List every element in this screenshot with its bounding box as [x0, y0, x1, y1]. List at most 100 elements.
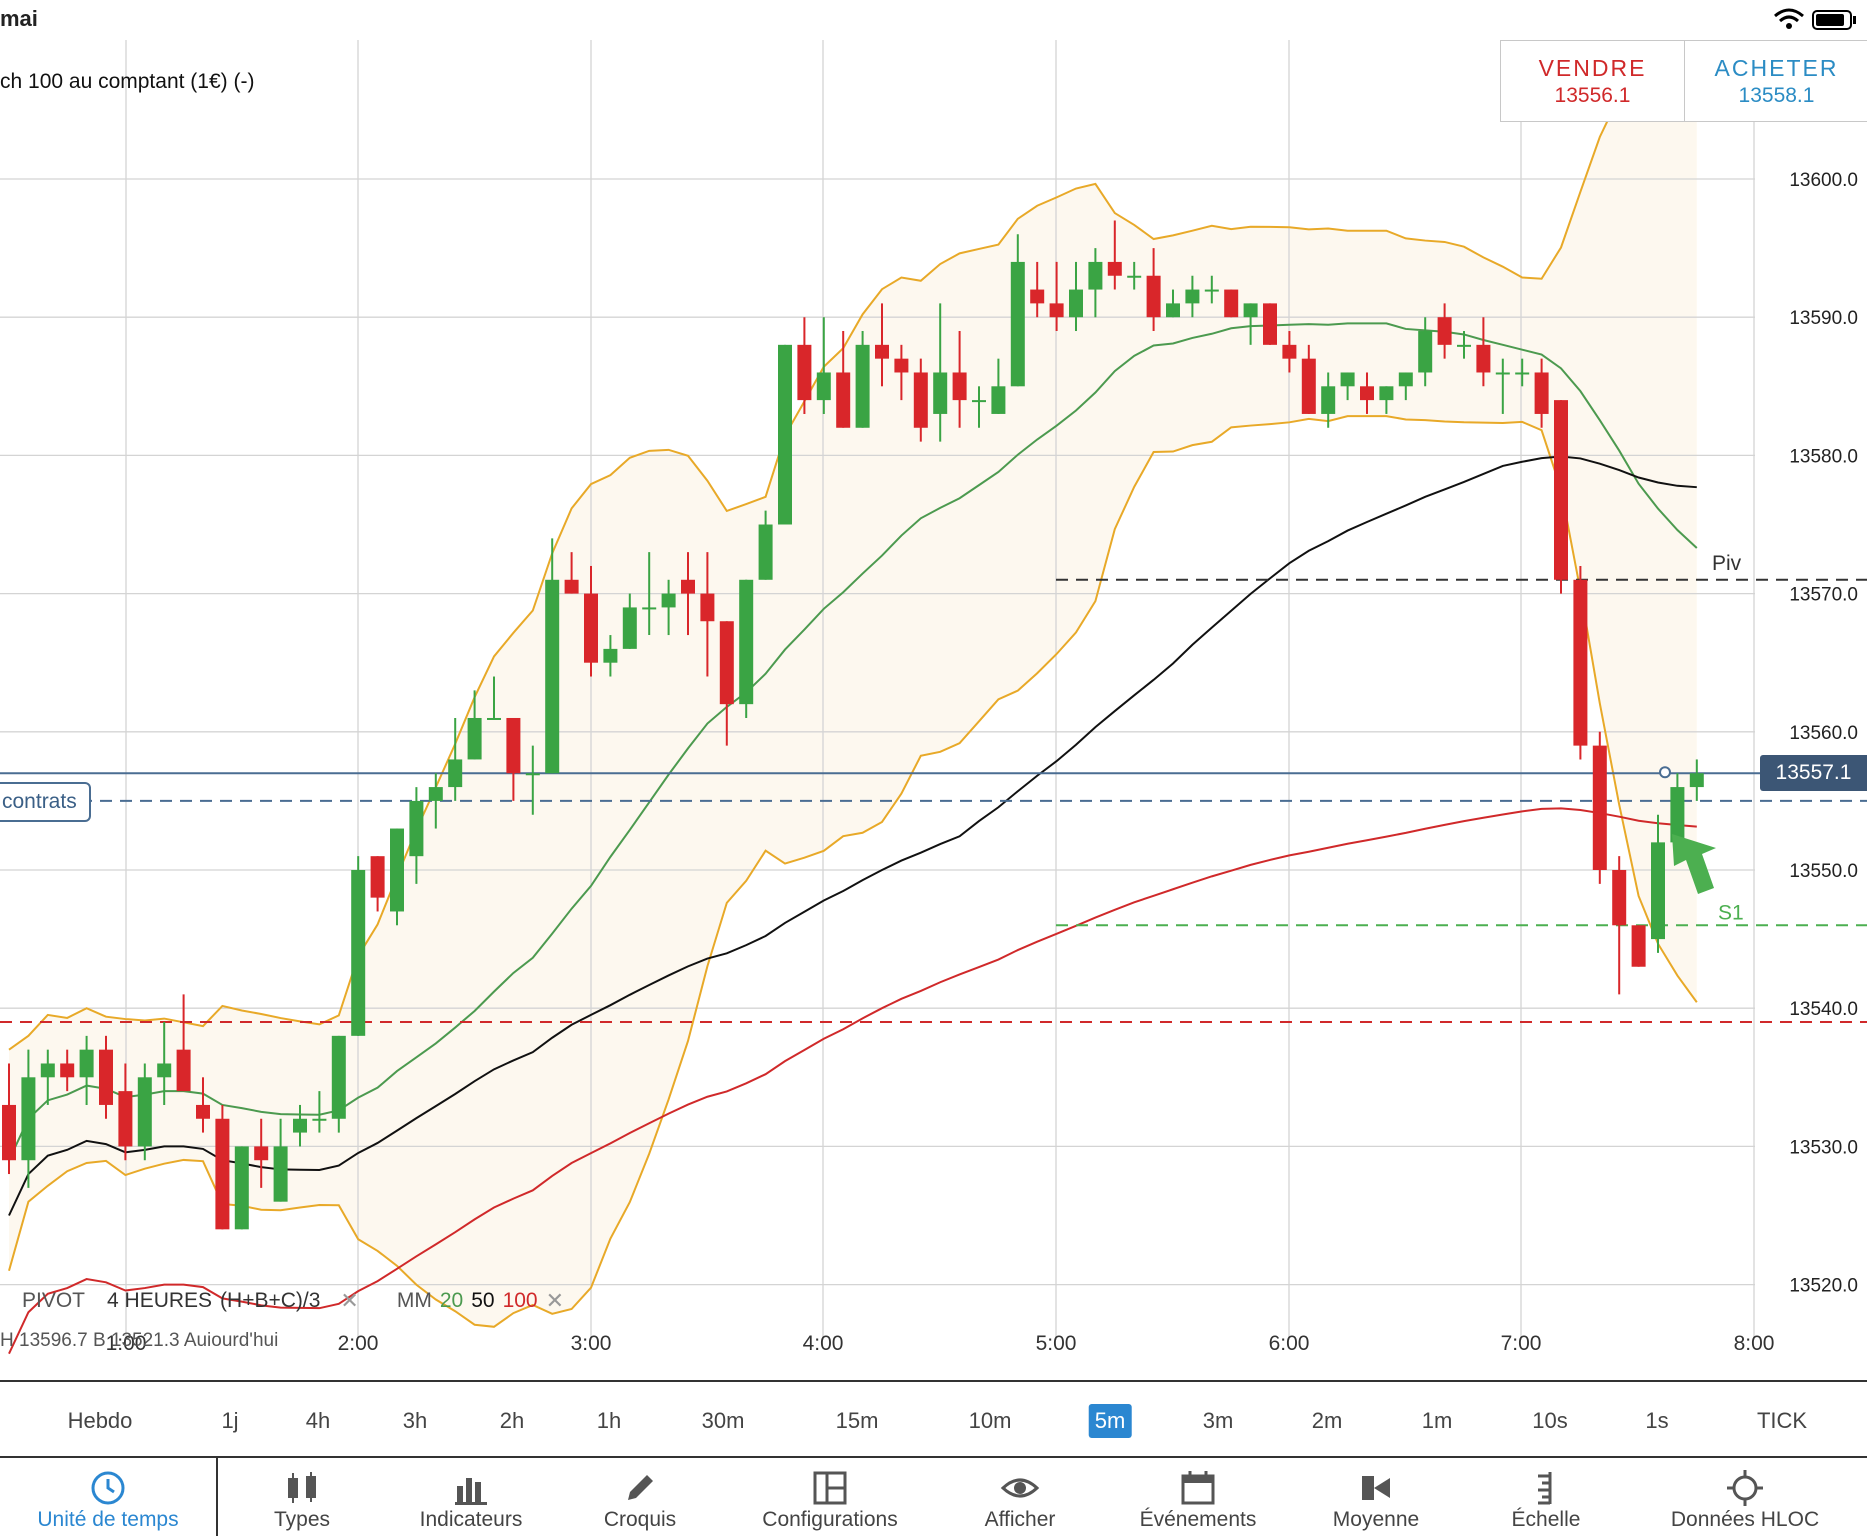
- candle-body: [21, 1077, 36, 1161]
- tool-unité-de-temps[interactable]: Unité de temps: [28, 1458, 188, 1538]
- bollinger-lower: [8, 415, 1698, 1328]
- timeframe-3h[interactable]: 3h: [402, 1408, 428, 1433]
- candle-body: [273, 1146, 288, 1202]
- timeframe-2h[interactable]: 2h: [499, 1408, 525, 1433]
- candle-body: [1554, 400, 1568, 580]
- time-tick-label: 2:00: [338, 1332, 379, 1355]
- price-tick-label: 13590.0: [1789, 308, 1858, 329]
- eye-icon: [1000, 1468, 1040, 1508]
- remove-pivot-icon[interactable]: ✕: [340, 1288, 359, 1313]
- buy-price: 13558.1: [1738, 83, 1815, 107]
- candle-body: [118, 1091, 133, 1147]
- candle-body: [1689, 773, 1704, 788]
- candle-body: [991, 386, 1006, 414]
- price-chart[interactable]: Piv S1 13600.0 13590.0 13580.0 13570.0 13560.0…: [0, 40, 1867, 1380]
- candle-body: [661, 593, 676, 608]
- candle-body: [1631, 925, 1646, 967]
- candle-body: [176, 1049, 191, 1092]
- timeframe-4h[interactable]: 4h: [305, 1408, 331, 1433]
- tool-croquis[interactable]: Croquis: [560, 1458, 720, 1538]
- candle-body: [564, 579, 579, 594]
- remove-mm-icon[interactable]: ✕: [545, 1288, 565, 1313]
- timeframe-3m[interactable]: 3m: [1202, 1408, 1234, 1433]
- candle-body: [1379, 386, 1394, 401]
- timeframe-30m[interactable]: 30m: [701, 1408, 745, 1433]
- timeframe-1j[interactable]: 1j: [221, 1408, 239, 1433]
- tool-label: Indicateurs: [419, 1508, 523, 1531]
- timeframe-1m[interactable]: 1m: [1421, 1408, 1453, 1433]
- timeframe-15m[interactable]: 15m: [835, 1408, 879, 1433]
- candle-body: [409, 800, 424, 857]
- legend-mm50: 50: [471, 1289, 495, 1312]
- timeframe-10m[interactable]: 10m: [968, 1408, 1012, 1433]
- candle-body: [312, 1118, 327, 1121]
- buy-label: ACHETER: [1714, 54, 1839, 81]
- sell-price: 13556.1: [1554, 83, 1631, 107]
- tool-label: Événements: [1139, 1508, 1257, 1531]
- candle-body: [894, 358, 909, 373]
- trade-box: VENDRE 13556.1 ACHETER 13558.1: [1500, 40, 1867, 122]
- candle-body: [331, 1035, 346, 1119]
- candle-body: [1340, 372, 1355, 387]
- tool-label: Configurations: [762, 1508, 898, 1531]
- position-tag[interactable]: contrats: [0, 782, 91, 822]
- candles-icon: [282, 1468, 322, 1508]
- candle-body: [875, 344, 889, 359]
- ma-100-line: [8, 807, 1697, 1355]
- tool-échelle[interactable]: Échelle: [1466, 1458, 1626, 1538]
- timeframe-bar: Hebdo 1j 4h 3h 2h 1h 30m 15m 10m 5m 3m 2m 1m 10s 1s TIC…: [0, 1380, 1867, 1458]
- sell-button[interactable]: VENDRE 13556.1: [1501, 41, 1684, 121]
- tool-configurations[interactable]: Configurations: [750, 1458, 910, 1538]
- candle-body: [1069, 289, 1083, 318]
- timeframe-10s[interactable]: 10s: [1532, 1408, 1568, 1433]
- clock-icon: [88, 1468, 128, 1508]
- average-icon: [1356, 1468, 1396, 1508]
- price-tick-label: 13560.0: [1789, 723, 1858, 744]
- candle-body: [1534, 372, 1549, 414]
- bollinger-fill: [9, 71, 1697, 1327]
- pencil-icon: [620, 1468, 660, 1508]
- price-tick-label: 13540.0: [1789, 999, 1858, 1020]
- timeframe-5m[interactable]: 5m: [1088, 1404, 1132, 1438]
- tool-types[interactable]: Types: [222, 1458, 382, 1538]
- ma-50-line: [8, 455, 1697, 1216]
- tool-événements[interactable]: Événements: [1118, 1458, 1278, 1538]
- tool-label: Moyenne: [1332, 1508, 1420, 1531]
- tool-afficher[interactable]: Afficher: [940, 1458, 1100, 1538]
- candle-body: [1398, 372, 1413, 387]
- timeframe-hebdo[interactable]: Hebdo: [67, 1408, 133, 1433]
- tool-données-hloc[interactable]: Données HLOC: [1665, 1458, 1825, 1538]
- candle-body: [1263, 303, 1277, 345]
- tool-label: Unité de temps: [37, 1508, 179, 1531]
- candle-body: [99, 1049, 113, 1105]
- timeframe-1s[interactable]: 1s: [1645, 1408, 1669, 1433]
- candle-body: [1127, 275, 1142, 278]
- timeframe-2m[interactable]: 2m: [1311, 1408, 1343, 1433]
- candle-body: [2, 1104, 16, 1161]
- tool-indicateurs[interactable]: Indicateurs: [391, 1458, 551, 1538]
- price-tick-label: 13580.0: [1789, 446, 1858, 467]
- candle-body: [1360, 386, 1374, 401]
- candle-body: [1030, 289, 1045, 304]
- candle-body: [1476, 344, 1491, 373]
- buy-button[interactable]: ACHETER 13558.1: [1684, 41, 1867, 121]
- candle-body: [1457, 344, 1471, 347]
- candle-body: [972, 400, 986, 403]
- tool-moyenne[interactable]: Moyenne: [1296, 1458, 1456, 1538]
- candle-body: [525, 773, 540, 776]
- candle-body: [1185, 289, 1200, 304]
- candle-body: [1049, 303, 1064, 318]
- legend-formula: (H+B+C)/3: [220, 1289, 321, 1312]
- candle-body: [603, 648, 618, 663]
- price-tick-label: 13570.0: [1789, 585, 1858, 606]
- bar-chart-icon: [451, 1468, 491, 1508]
- candle-body: [390, 828, 404, 912]
- candle-body: [351, 870, 366, 1036]
- candle-body: [467, 717, 482, 760]
- tool-label: Croquis: [603, 1508, 677, 1531]
- candle-body: [913, 372, 928, 428]
- candle-body: [1166, 303, 1180, 318]
- timeframe-tick[interactable]: TICK: [1756, 1408, 1808, 1433]
- timeframe-1h[interactable]: 1h: [596, 1408, 622, 1433]
- candle-body: [234, 1146, 249, 1230]
